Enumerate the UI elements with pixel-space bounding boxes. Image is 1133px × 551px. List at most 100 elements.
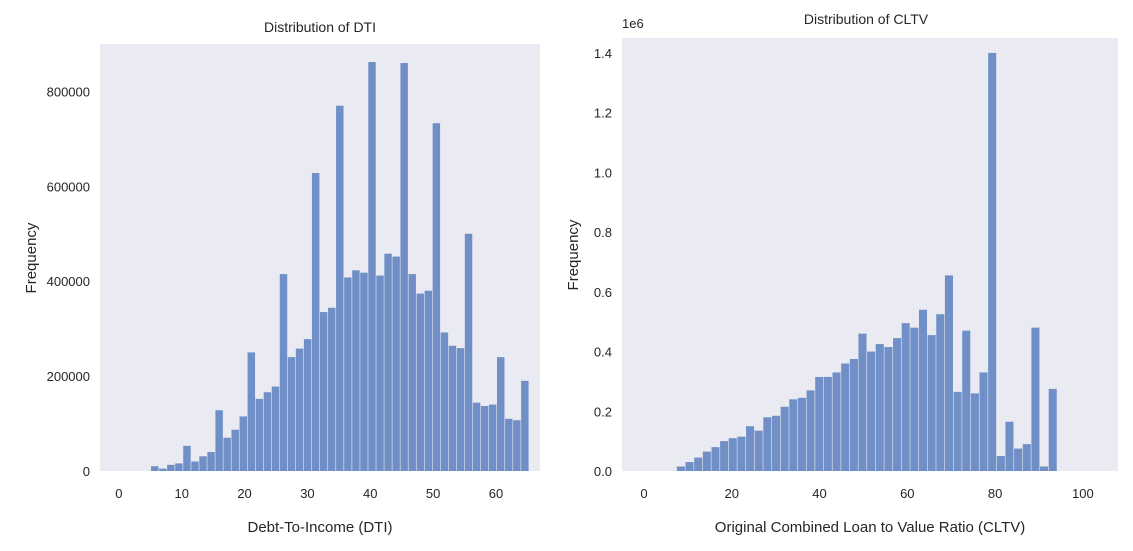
dti-bar <box>448 345 457 471</box>
cltv-y-offset-label: 1e6 <box>622 16 644 31</box>
dti-bar <box>456 348 465 471</box>
cltv-bar <box>849 359 858 471</box>
cltv-x-tick-label: 80 <box>988 486 1002 501</box>
cltv-bars <box>676 52 1057 472</box>
dti-y-tick-label: 0 <box>83 464 90 479</box>
dti-bar <box>408 274 416 471</box>
dti-bar <box>432 123 441 471</box>
cltv-bar <box>780 406 789 471</box>
dti-bar <box>472 402 481 471</box>
dti-x-ticks: 0 10 20 30 40 50 60 <box>115 486 503 501</box>
dti-bar <box>392 256 400 471</box>
cltv-bar <box>720 441 729 471</box>
cltv-bar <box>901 323 910 471</box>
dti-bar <box>191 461 199 471</box>
cltv-bar <box>754 430 763 471</box>
cltv-bar <box>823 376 832 471</box>
dti-bar <box>320 312 328 471</box>
dti-bar <box>440 332 449 471</box>
dti-x-tick-label: 0 <box>115 486 122 501</box>
cltv-x-tick-label: 60 <box>900 486 914 501</box>
dti-bar <box>247 352 256 471</box>
cltv-bar <box>927 335 936 471</box>
cltv-bar <box>815 376 824 471</box>
dti-bar <box>368 62 376 471</box>
cltv-bar <box>702 451 711 471</box>
dti-bar <box>159 468 167 471</box>
dti-x-tick-label: 40 <box>363 486 377 501</box>
cltv-x-axis-label: Original Combined Loan to Value Ratio (C… <box>715 519 1025 536</box>
cltv-bar <box>789 399 798 471</box>
cltv-bar <box>1031 327 1040 471</box>
dti-bar <box>239 416 247 471</box>
dti-x-tick-label: 10 <box>174 486 188 501</box>
cltv-y-tick-label: 0.2 <box>594 404 612 419</box>
cltv-bar <box>979 372 988 471</box>
cltv-y-tick-label: 0.8 <box>594 225 612 240</box>
dti-bar <box>303 339 312 471</box>
cltv-x-tick-label: 0 <box>640 486 647 501</box>
cltv-bar <box>797 397 806 471</box>
dti-y-tick-label: 600000 <box>47 179 90 194</box>
dti-bar <box>223 437 231 471</box>
dti-bar <box>263 392 272 471</box>
cltv-y-axis-label: Frequency <box>565 219 582 290</box>
cltv-bar <box>875 344 884 471</box>
cltv-bar <box>1014 448 1023 471</box>
dti-x-tick-label: 20 <box>237 486 251 501</box>
dti-bar <box>521 380 529 471</box>
cltv-bar <box>858 333 867 471</box>
dti-bar <box>352 270 360 471</box>
cltv-x-ticks: 0 20 40 60 80 100 <box>640 486 1093 501</box>
dti-bar <box>344 277 352 471</box>
dti-bar <box>424 290 433 471</box>
dti-bar <box>207 452 215 471</box>
cltv-bar <box>936 314 945 471</box>
dti-bar <box>328 307 336 471</box>
dti-y-ticks: 0 200000 400000 600000 800000 <box>47 84 90 479</box>
cltv-bar <box>884 347 893 471</box>
dti-y-axis-label: Frequency <box>23 222 40 293</box>
dti-bar <box>215 410 223 471</box>
cltv-bar <box>832 372 841 471</box>
cltv-bar <box>893 338 902 471</box>
dti-bar <box>311 173 320 471</box>
cltv-bar <box>867 351 876 471</box>
cltv-y-tick-label: 0.0 <box>594 464 612 479</box>
dti-bar <box>336 105 344 471</box>
cltv-y-tick-label: 1.2 <box>594 106 612 121</box>
cltv-histogram: 0 20 40 60 80 100 0.0 0.2 0.4 0.6 0.8 1.0 1.2 1.4 Di… <box>565 11 1118 536</box>
cltv-bar <box>1022 444 1031 471</box>
dti-x-tick-label: 50 <box>426 486 440 501</box>
cltv-bar <box>685 462 694 471</box>
cltv-bar <box>918 309 928 471</box>
dti-bars <box>151 62 529 471</box>
cltv-chart-title: Distribution of CLTV <box>804 11 929 27</box>
dti-bar <box>480 406 489 471</box>
dti-x-axis-label: Debt-To-Income (DTI) <box>247 519 392 536</box>
dti-histogram: 0 10 20 30 40 50 60 0200000400000600000800000 … <box>23 19 540 536</box>
cltv-bar <box>737 436 746 471</box>
cltv-bar <box>841 363 850 471</box>
cltv-bar <box>1048 388 1057 471</box>
dti-bar <box>151 466 159 471</box>
cltv-x-tick-label: 100 <box>1072 486 1094 501</box>
cltv-bar <box>1005 421 1014 471</box>
cltv-y-tick-label: 0.4 <box>594 345 612 360</box>
cltv-bar <box>771 415 781 471</box>
cltv-y-tick-label: 1.0 <box>594 165 612 180</box>
dti-bar <box>376 275 384 471</box>
dti-chart-title: Distribution of DTI <box>264 19 376 35</box>
cltv-bar <box>676 466 685 471</box>
cltv-bar <box>988 52 997 472</box>
dti-bar <box>287 357 296 471</box>
dti-y-tick-label: 800000 <box>47 84 90 99</box>
dti-bar <box>231 429 239 471</box>
dti-x-tick-label: 60 <box>489 486 503 501</box>
cltv-bar <box>944 275 953 471</box>
dti-y-tick-label: 200000 <box>47 369 90 384</box>
dti-bar <box>175 463 183 471</box>
dti-bar <box>497 357 505 471</box>
cltv-bar <box>711 447 720 471</box>
